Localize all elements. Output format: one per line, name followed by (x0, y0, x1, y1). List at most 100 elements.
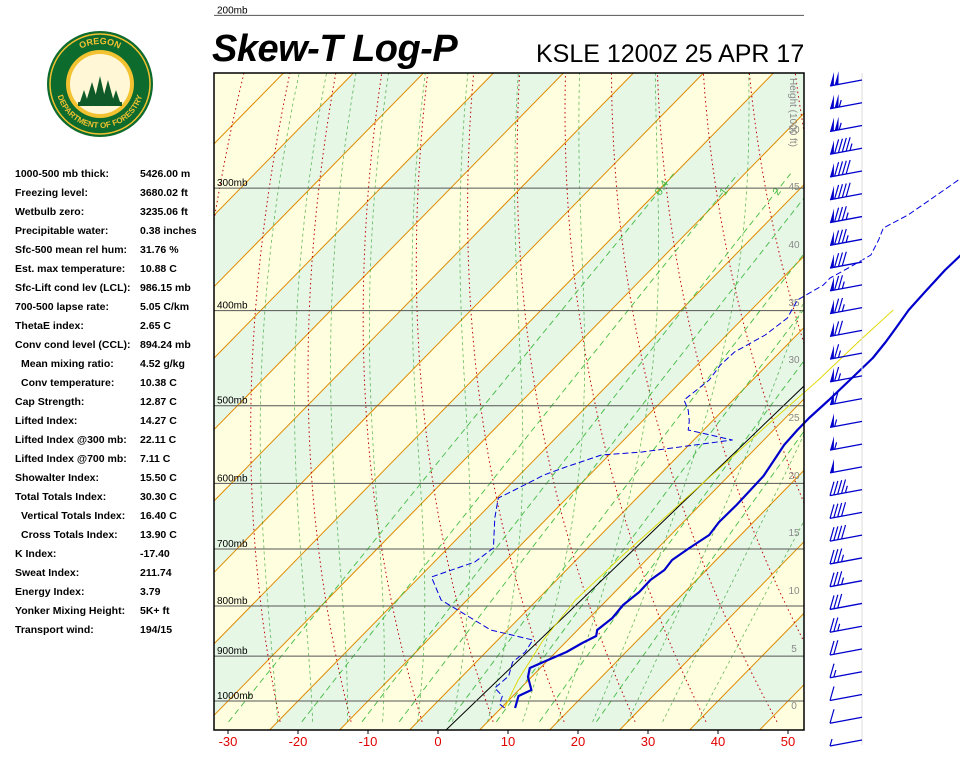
sounding-stats-panel: 1000-500 mb thick: 5426.00 m Freezing leve… (15, 168, 215, 643)
stat-value: 194/15 (140, 624, 173, 636)
stat-row: Est. max temperature: 10.88 C (15, 263, 215, 282)
stat-row: Conv temperature: 10.38 C (15, 377, 215, 396)
wind-barb (829, 116, 863, 133)
wind-barb (829, 206, 863, 224)
barb-pennant (830, 390, 834, 405)
barb-pennant (834, 71, 839, 86)
isotherm (214, 73, 354, 217)
height-tick-label: 25 (788, 413, 800, 424)
wind-barb (829, 251, 863, 269)
height-axis-title: Height (1000 ft) (787, 78, 798, 147)
stat-label: Cap Strength: (15, 396, 85, 408)
barb-full (837, 525, 843, 540)
barb-full (829, 481, 835, 496)
stat-label: Lifted Index @700 mb: (15, 453, 127, 465)
stat-value: 5.05 C/km (140, 301, 190, 313)
barb-full (833, 480, 839, 496)
stat-row: Lifted Index @700 mb: 7.11 C (15, 453, 215, 472)
barb-full (837, 480, 843, 495)
barb-half (829, 738, 833, 747)
barb-full (833, 571, 839, 587)
wind-barb (829, 640, 863, 656)
dry-adiabat (938, 0, 960, 722)
barb-staff (829, 557, 863, 565)
barb-staff (829, 284, 863, 292)
dry-adiabat (610, 73, 778, 723)
barb-full (834, 366, 840, 382)
barb-full (829, 595, 835, 610)
stat-value: 2.65 C (140, 320, 171, 332)
page-title: Skew-T Log-P (212, 28, 458, 70)
barb-full (841, 183, 847, 198)
isobar-label: 300mb (217, 178, 248, 189)
stat-row: Showalter Index: 15.50 C (15, 472, 215, 491)
stat-row: Precipitable water: 0.38 inches (15, 225, 215, 244)
x-tick-label: 50 (781, 734, 795, 749)
height-tick-label: 20 (788, 471, 800, 482)
isotherm (269, 183, 804, 730)
barb-staff (829, 534, 863, 542)
wind-barb (829, 571, 863, 588)
barb-staff (829, 716, 863, 724)
barb-pennant (830, 367, 834, 382)
barb-half (845, 212, 849, 220)
barb-pennant (830, 345, 834, 360)
barb-staff (829, 238, 863, 246)
isotherm (689, 612, 804, 730)
stat-value: 15.50 C (140, 472, 177, 484)
wind-barb (829, 479, 863, 497)
barb-full (833, 526, 839, 541)
wind-barb (829, 413, 863, 429)
mixing-ratio-label: 1 (718, 186, 731, 198)
barb-full (834, 162, 840, 177)
x-tick-label: -10 (359, 734, 378, 749)
barb-half (837, 373, 842, 381)
stat-label: Sweat Index: (15, 567, 80, 579)
stat-value: 16.40 C (140, 510, 177, 522)
barb-full (840, 479, 847, 494)
mixing-ratio-line (448, 252, 804, 723)
x-tick-label: 10 (501, 734, 515, 749)
barb-full (833, 549, 839, 564)
barb-full (837, 184, 844, 199)
stat-row: Lifted Index: 14.27 C (15, 415, 215, 434)
wind-barb (829, 663, 863, 679)
x-tick-label: 40 (711, 734, 725, 749)
barb-full (829, 686, 835, 701)
barb-full (834, 275, 840, 291)
stat-value: 7.11 C (140, 453, 171, 465)
barb-full (829, 663, 835, 678)
stat-row: Energy Index: 3.79 (15, 586, 215, 605)
mixing-ratio-line (495, 308, 804, 723)
stat-label: 1000-500 mb thick: (15, 168, 109, 180)
barb-full (833, 503, 839, 518)
barb-full (841, 206, 847, 221)
stat-label: Lifted Index: (15, 415, 78, 427)
height-tick-label: 40 (788, 240, 800, 251)
stat-row: Mean mixing ratio: 4.52 g/kg (15, 358, 215, 377)
stat-row: 1000-500 mb thick: 5426.00 m (15, 168, 215, 187)
isobar-label: 200mb (217, 5, 248, 16)
dry-adiabat (516, 73, 636, 723)
band (214, 73, 804, 716)
barb-half (837, 350, 842, 358)
stat-row: ThetaE index: 2.65 C (15, 320, 215, 339)
barb-staff (829, 261, 863, 269)
barb-staff (829, 329, 863, 337)
barb-pennant (830, 413, 834, 428)
stat-label: Sfc-Lift cond lev (LCL): (15, 282, 131, 294)
barb-full (837, 206, 844, 222)
barb-full (834, 207, 840, 222)
isobar-label: 700mb (217, 539, 248, 550)
barb-staff (829, 466, 863, 474)
barb-half (838, 122, 842, 130)
isotherm (214, 73, 564, 431)
barb-pennant (834, 93, 839, 108)
dry-adiabat (564, 73, 707, 723)
isobar-label: 500mb (217, 396, 248, 407)
isobar-label: 900mb (217, 646, 248, 657)
stat-label: Showalter Index: (15, 472, 100, 484)
stat-label: Transport wind: (15, 624, 94, 636)
height-tick-label: 50 (788, 125, 800, 136)
